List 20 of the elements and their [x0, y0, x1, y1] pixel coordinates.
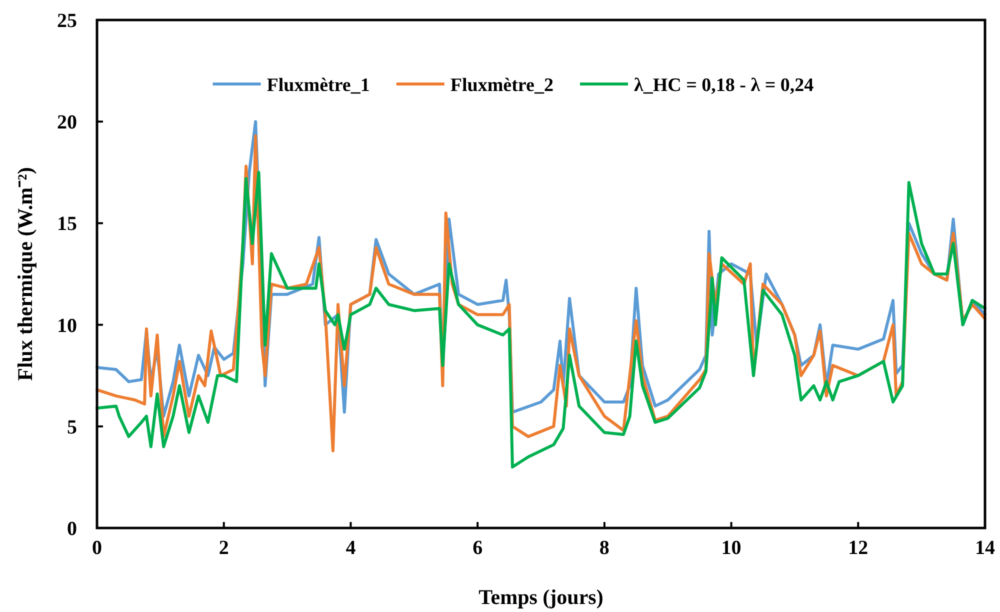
y-tick-label: 15 — [57, 213, 77, 236]
legend-label: λ_HC = 0,18 - λ = 0,24 — [634, 75, 814, 96]
x-axis-title: Temps (jours) — [478, 585, 604, 609]
y-tick-label: 5 — [67, 416, 77, 438]
y-tick-label: 20 — [57, 112, 77, 134]
legend-label: Fluxmètre_2 — [450, 75, 554, 96]
y-axis-title: Flux thermique (W.m⁻²) — [13, 167, 37, 381]
x-tick-label: 2 — [218, 537, 229, 559]
x-tick-label: 4 — [346, 537, 356, 559]
y-tick-label: 10 — [57, 314, 77, 337]
legend-label: Fluxmètre_1 — [266, 75, 370, 96]
x-tick-label: 8 — [599, 537, 610, 559]
y-tick-label: 0 — [67, 518, 77, 540]
x-tick-label: 10 — [721, 537, 742, 559]
x-tick-label: 14 — [975, 537, 995, 559]
x-tick-label: 12 — [848, 537, 868, 559]
x-tick-label: 6 — [472, 537, 483, 559]
line-series — [96, 170, 986, 469]
x-tick-label: 0 — [92, 537, 102, 559]
y-tick-label: 25 — [57, 10, 77, 32]
